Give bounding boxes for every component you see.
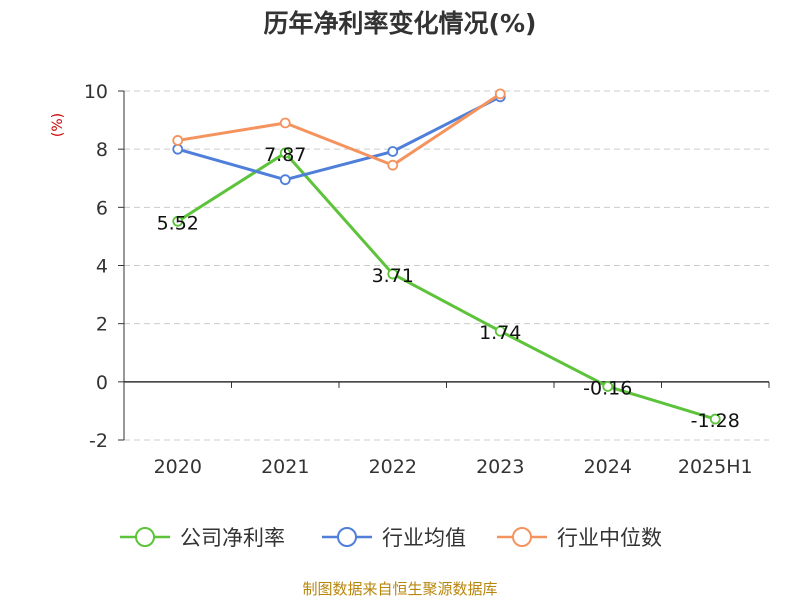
series-point-0[interactable] [494, 325, 506, 337]
series-point-0[interactable] [387, 268, 399, 280]
x-tick-label-2020: 2020 [154, 456, 202, 478]
y-tick-label: 10 [84, 81, 108, 103]
series-point-2[interactable] [494, 88, 506, 100]
data-label-2023: 1.74 [479, 322, 521, 344]
x-tick-label-2023: 2023 [476, 456, 524, 478]
x-tick-label-2021: 2021 [261, 456, 309, 478]
chart-title: 历年净利率变化情况(%) [264, 9, 537, 38]
data-label-2024: -0.16 [583, 377, 632, 399]
legend-label-2: 行业中位数 [557, 526, 662, 550]
y-tick-label: 8 [96, 139, 108, 161]
series-line-1 [177, 95, 501, 182]
series-point-0[interactable] [172, 215, 184, 227]
legend-item-1[interactable]: 行业均值 [322, 526, 466, 550]
x-tick-label-2022: 2022 [369, 456, 417, 478]
legend-item-0[interactable]: 公司净利率 [120, 526, 285, 550]
series-point-0[interactable] [709, 413, 721, 425]
y-tick-label: 4 [96, 256, 108, 278]
y-tick-label: 2 [96, 314, 108, 336]
data-label-2020: 5.52 [157, 212, 199, 234]
legend-label-1: 行业均值 [382, 526, 466, 550]
x-tick-label-2025H1: 2025H1 [678, 456, 753, 478]
data-label-2021: 7.87 [264, 144, 306, 166]
legend-marker-0 [135, 527, 155, 547]
legend-marker-1 [337, 527, 357, 547]
y-tick-label: 0 [96, 372, 108, 394]
series-line-0 [176, 151, 716, 421]
axes: 10 8 6 4 2 0 -2 2020 2021 2022 2023 2024 2025H1 [84, 81, 770, 478]
series-point-0[interactable] [279, 147, 291, 159]
series-point-1[interactable] [172, 143, 184, 155]
y-tick-label: -2 [89, 430, 108, 452]
y-tick-label: 6 [96, 197, 108, 219]
data-label-2025H1: -1.28 [691, 410, 740, 432]
series-point-2[interactable] [279, 117, 291, 129]
x-tick-label-2024: 2024 [584, 456, 632, 478]
legend[interactable]: 公司净利率 行业均值 行业中位数 [120, 526, 662, 550]
series-line-2 [177, 92, 502, 167]
series-point-1[interactable] [387, 146, 399, 157]
grid-lines [124, 90, 769, 441]
data-label-2022: 3.71 [372, 265, 414, 287]
data-labels: 5.52 7.87 3.71 1.74 -0.16 -1.28 [157, 144, 740, 432]
series-lines [172, 88, 721, 425]
series-point-2[interactable] [387, 159, 399, 171]
y-axis-unit-label: (%) [50, 113, 66, 137]
legend-marker-2 [512, 527, 532, 547]
source-note: 制图数据来自恒生聚源数据库 [302, 580, 497, 598]
series-point-2[interactable] [172, 135, 184, 146]
legend-item-2[interactable]: 行业中位数 [497, 526, 662, 550]
legend-label-0: 公司净利率 [180, 526, 285, 550]
series-point-0[interactable] [602, 381, 614, 392]
series-point-1[interactable] [279, 174, 291, 186]
